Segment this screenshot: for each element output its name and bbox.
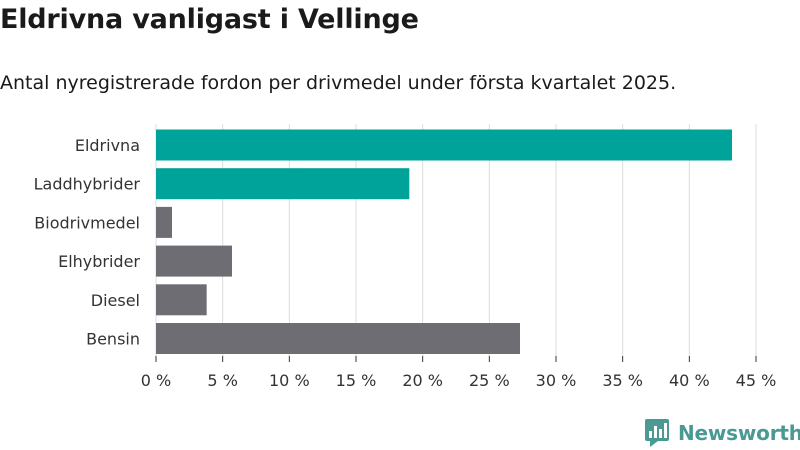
category-label: Bensin	[86, 330, 140, 349]
x-tick-label: 30 %	[536, 371, 577, 390]
category-label: Laddhybrider	[34, 175, 141, 194]
chart-title: Eldrivna vanligast i Vellinge	[0, 4, 419, 35]
category-label: Diesel	[91, 291, 140, 310]
x-tick-label: 45 %	[736, 371, 777, 390]
brand-name: Newsworthy	[678, 421, 800, 445]
category-label: Eldrivna	[75, 136, 140, 155]
x-tick-label: 0 %	[141, 371, 171, 390]
category-labels: Eldrivna Laddhybrider Biodrivmedel Elhybrid…	[34, 136, 141, 349]
category-label: Elhybrider	[58, 252, 140, 271]
bar-elhybrider	[156, 245, 232, 277]
x-tick-label: 15 %	[336, 371, 377, 390]
x-axis-ticks: 0 % 5 % 10 % 15 % 20 % 25 % 30 % 35 % 40 % 45 %	[141, 356, 777, 390]
bar-biodrivmedel	[156, 206, 172, 238]
grid-lines	[155, 124, 757, 356]
newsworthy-logo-icon	[645, 419, 669, 447]
x-tick-label: 40 %	[669, 371, 710, 390]
brand: Newsworthy	[644, 418, 800, 448]
x-tick-label: 5 %	[207, 371, 237, 390]
x-tick-label: 10 %	[269, 371, 310, 390]
x-tick-label: 25 %	[469, 371, 510, 390]
bars	[156, 129, 732, 354]
category-label: Biodrivmedel	[34, 213, 140, 232]
chart-subtitle: Antal nyregistrerade fordon per drivmede…	[0, 72, 677, 94]
bar-eldrivna	[156, 129, 732, 161]
bar-bensin	[156, 323, 520, 354]
x-tick-label: 35 %	[602, 371, 643, 390]
bar-diesel	[156, 284, 207, 316]
x-tick-label: 20 %	[402, 371, 443, 390]
bar-laddhybrider	[156, 168, 410, 200]
